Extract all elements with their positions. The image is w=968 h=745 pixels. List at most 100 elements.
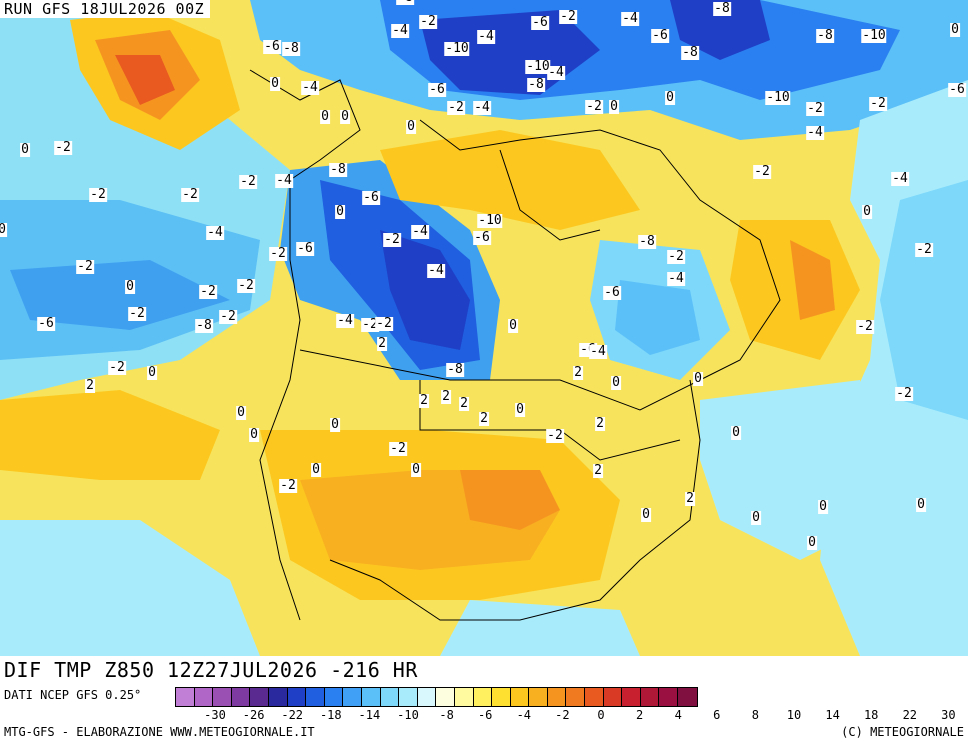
legend-swatch [380, 688, 400, 706]
contour-value-label: -8 [527, 77, 545, 92]
legend-tick: -18 [319, 708, 342, 722]
contour-value-label: 0 [515, 402, 525, 417]
contour-value-label: -10 [861, 28, 887, 43]
contour-value-label: -10 [444, 41, 470, 56]
legend-swatch [213, 688, 232, 706]
legend-swatch [231, 688, 251, 706]
legend-swatch [473, 688, 493, 706]
contour-value-label: -2 [239, 174, 257, 189]
legend-tick: 8 [751, 708, 760, 722]
contour-value-label: -2 [76, 259, 94, 274]
legend-swatch [529, 688, 548, 706]
contour-value-label: 0 [641, 507, 651, 522]
contour-value-label: -6 [948, 82, 966, 97]
legend-swatch [659, 688, 679, 706]
contour-value-label: -6 [362, 190, 380, 205]
legend-tick: 6 [713, 708, 721, 722]
contour-value-label: 0 [125, 279, 135, 294]
contour-value-label: -2 [915, 242, 933, 257]
contour-value-label: -8 [446, 362, 464, 377]
contour-value-label: -4 [427, 263, 445, 278]
contour-value-label: -10 [525, 59, 551, 74]
legend-tick: -2 [555, 708, 570, 722]
contour-value-label: 2 [459, 396, 469, 411]
contour-value-label: 0 [320, 109, 330, 124]
contour-value-label: -4 [621, 11, 639, 26]
legend-swatch [176, 688, 195, 706]
product-title: DIF TMP Z850 12Z27JUL2026 -216 HR [0, 656, 968, 684]
contour-value-label: -2 [108, 360, 126, 375]
contour-value-label: 0 [693, 371, 703, 386]
contour-value-label: -6 [531, 15, 549, 30]
contour-value-label: -8 [816, 28, 834, 43]
run-title: RUN GFS 18JUL2026 00Z [0, 0, 211, 18]
contour-value-label: 0 [411, 462, 421, 477]
contour-value-label: -2 [89, 187, 107, 202]
contour-value-label: 2 [573, 365, 583, 380]
credit-right: (C) METEOGIORNALE [841, 725, 964, 739]
legend-swatch [640, 688, 660, 706]
contour-value-label: 2 [441, 389, 451, 404]
legend-swatch [492, 688, 511, 706]
contour-value-label: -2 [585, 99, 603, 114]
legend-swatch [454, 688, 474, 706]
contour-value-label: -2 [54, 140, 72, 155]
contour-value-label: 0 [270, 76, 280, 91]
contour-value-label: -2 [361, 317, 379, 332]
legend-tick: 4 [674, 708, 682, 722]
contour-value-label: 2 [85, 378, 95, 393]
data-source-note: DATI NCEP GFS 0.25° [4, 688, 142, 702]
contour-value-label: -2 [419, 14, 437, 29]
contour-value-label: -8 [329, 162, 347, 177]
contour-value-label: 0 [611, 375, 621, 390]
contour-value-label: -4 [891, 171, 909, 186]
contour-value-label: -4 [391, 23, 409, 38]
contour-value-label: -4 [473, 100, 491, 115]
contour-value-label: 0 [818, 499, 828, 514]
contour-value-label: -4 [667, 271, 685, 286]
contour-value-label: -2 [806, 101, 824, 116]
contour-value-label: -2 [667, 249, 685, 264]
contour-value-label: -2 [279, 478, 297, 493]
legend-tick: -4 [516, 708, 532, 722]
contour-value-label: -2 [128, 306, 146, 321]
contour-value-label: -6 [428, 82, 446, 97]
legend-swatch [547, 688, 567, 706]
contour-value-label: -8 [713, 1, 731, 16]
legend-tick: -22 [281, 708, 304, 722]
contour-value-label: 0 [147, 365, 157, 380]
legend-swatch [399, 688, 418, 706]
legend-swatch [417, 688, 437, 706]
contour-value-label: -8 [681, 45, 699, 60]
contour-value-label: -8 [195, 318, 213, 333]
legend-swatch [268, 688, 288, 706]
contour-value-label: -4 [411, 224, 429, 239]
temperature-anomaly-map: -8-2-4-8-6-8-10-4-6-8-100-6-8-4-10-2-60-… [0, 0, 968, 656]
contour-value-label: 0 [406, 119, 416, 134]
legend-tick: 22 [902, 708, 918, 722]
contour-value-label: 0 [609, 99, 619, 114]
contour-value-label: -4 [275, 173, 293, 188]
contour-value-label: -2 [181, 187, 199, 202]
contour-value-label: 0 [916, 497, 926, 512]
contour-value-label: 0 [950, 22, 960, 37]
contour-value-label: -8 [638, 234, 656, 249]
legend-swatch [566, 688, 586, 706]
contour-value-label: -10 [765, 90, 791, 105]
contour-value-label: -4 [477, 29, 495, 44]
contour-value-label: 2 [595, 416, 605, 431]
contour-value-label: 0 [20, 142, 30, 157]
contour-value-label: -2 [856, 319, 874, 334]
contour-value-label: -10 [477, 213, 503, 228]
contour-value-label: -6 [37, 316, 55, 331]
contour-value-label: 0 [751, 510, 761, 525]
contour-value-label: -2 [219, 309, 237, 324]
contour-value-label: 0 [862, 204, 872, 219]
legend-swatch [250, 688, 269, 706]
contour-value-label: 0 [311, 462, 321, 477]
legend-tick: 10 [786, 708, 802, 722]
legend-swatch [510, 688, 530, 706]
contour-value-label: -4 [806, 125, 824, 140]
contour-value-label: 2 [419, 393, 429, 408]
contour-value-label: -4 [589, 344, 607, 359]
